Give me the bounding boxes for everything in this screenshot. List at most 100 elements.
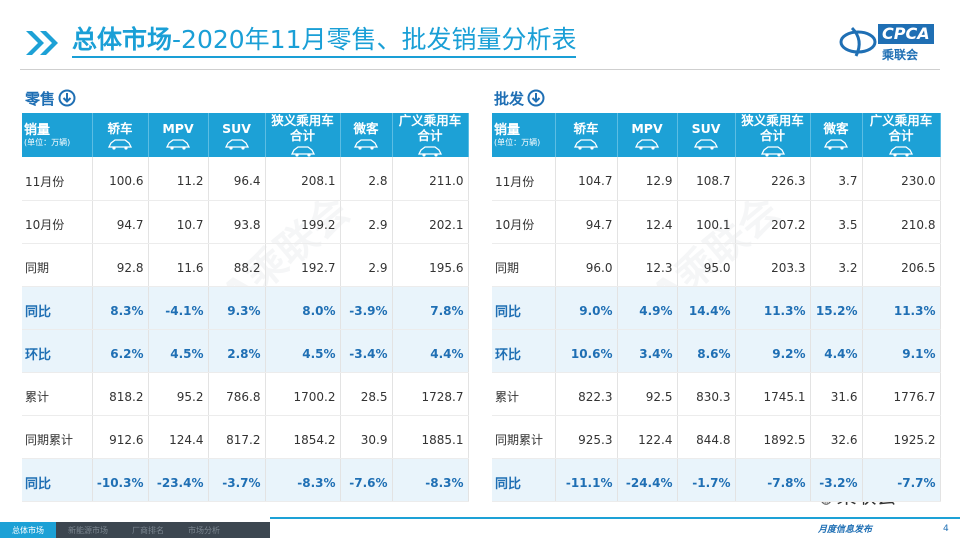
header-row: 销量 (单位：万辆) 轿车 MPV SUV 狭义乘用车合计 微客 广义乘用车合计 <box>22 113 469 157</box>
row-label: 同期 <box>22 243 93 287</box>
tab: 市场分析 <box>188 526 220 535</box>
column-label: 广义乘用车合计 <box>869 113 933 143</box>
column-label: 轿车 <box>573 120 599 136</box>
cell: 822.3 <box>555 372 618 416</box>
column-header: 轿车 <box>92 113 149 157</box>
cell: 6.2% <box>92 329 149 373</box>
cell: 95.2 <box>148 372 209 416</box>
cell: 31.6 <box>810 372 863 416</box>
cell: -8.3% <box>265 458 341 502</box>
footer-line <box>270 517 960 519</box>
cell: -7.8% <box>735 458 811 502</box>
table-row: 同期累计 925.3 122.4 844.8 1892.5 32.6 1925.2 <box>492 415 941 459</box>
cell: 12.9 <box>617 157 678 201</box>
cell: 4.4% <box>392 329 469 373</box>
row-label: 11月份 <box>22 157 93 201</box>
cell: 3.7 <box>810 157 863 201</box>
cell: 1885.1 <box>392 415 469 459</box>
table-row: 累计 818.2 95.2 786.8 1700.2 28.5 1728.7 <box>22 372 469 416</box>
section-label: 零售 <box>25 88 76 109</box>
cell: 207.2 <box>735 200 811 244</box>
row-label: 环比 <box>22 329 93 373</box>
cell: 1776.7 <box>862 372 941 416</box>
unit-label: (单位：万辆) <box>494 137 541 147</box>
row-label: 同期 <box>492 243 556 287</box>
column-header: 微客 <box>810 113 863 157</box>
cell: 203.3 <box>735 243 811 287</box>
cell: 4.4% <box>810 329 863 373</box>
car-icon <box>107 138 133 150</box>
cell: -3.4% <box>340 329 393 373</box>
row-label: 同期累计 <box>492 415 556 459</box>
column-header: 轿车 <box>555 113 618 157</box>
cell: -24.4% <box>617 458 678 502</box>
table-row: 累计 822.3 92.5 830.3 1745.1 31.6 1776.7 <box>492 372 941 416</box>
cell: 92.8 <box>92 243 149 287</box>
table-row: 10月份 94.7 10.7 93.8 199.2 2.9 202.1 <box>22 200 469 244</box>
tab-bar: 总体市场 新能源市场 厂商排名 市场分析 <box>0 522 270 538</box>
cell: 10.6% <box>555 329 618 373</box>
cell: 32.6 <box>810 415 863 459</box>
column-header: 狭义乘用车合计 <box>265 113 341 157</box>
cell: 10.7 <box>148 200 209 244</box>
cell: -3.9% <box>340 286 393 330</box>
cell: 925.3 <box>555 415 618 459</box>
cell: 9.1% <box>862 329 941 373</box>
car-icon <box>224 138 249 150</box>
row-label: 累计 <box>492 372 556 416</box>
cell: 96.0 <box>555 243 618 287</box>
cell: 88.2 <box>208 243 266 287</box>
cell: 11.2 <box>148 157 209 201</box>
cell: 226.3 <box>735 157 811 201</box>
cell: 4.5% <box>148 329 209 373</box>
cell: 1892.5 <box>735 415 811 459</box>
cell: 844.8 <box>677 415 736 459</box>
row-label: 环比 <box>492 329 556 373</box>
cell: 11.3% <box>735 286 811 330</box>
cell: 92.5 <box>617 372 678 416</box>
logo-text: CPCA <box>878 24 934 44</box>
cell: 210.8 <box>862 200 941 244</box>
cell: 1854.2 <box>265 415 341 459</box>
cell: -8.3% <box>392 458 469 502</box>
cell: 30.9 <box>340 415 393 459</box>
cell: 230.0 <box>862 157 941 201</box>
row-label: 10月份 <box>22 200 93 244</box>
table-row: 10月份 94.7 12.4 100.1 207.2 3.5 210.8 <box>492 200 941 244</box>
column-header: 狭义乘用车合计 <box>735 113 811 157</box>
table-row: 同比 -11.1% -24.4% -1.7% -7.8% -3.2% -7.7% <box>492 458 941 502</box>
cell: 1745.1 <box>735 372 811 416</box>
corner-cell: 销量 (单位：万辆) <box>22 113 93 157</box>
section-label: 批发 <box>494 88 545 109</box>
cell: 94.7 <box>555 200 618 244</box>
car-icon <box>165 138 191 150</box>
column-header: MPV <box>148 113 209 157</box>
row-label: 同比 <box>492 458 556 502</box>
column-label: 微客 <box>353 120 379 136</box>
tab: 新能源市场 <box>68 526 108 535</box>
down-icon <box>58 89 76 107</box>
row-label: 同比 <box>22 458 93 502</box>
table-row: 同比 9.0% 4.9% 14.4% 11.3% 15.2% 11.3% <box>492 286 941 330</box>
cell: 3.2 <box>810 243 863 287</box>
header-row: 销量 (单位：万辆) 轿车 MPV SUV 狭义乘用车合计 微客 广义乘用车合计 <box>492 113 941 157</box>
cell: 4.5% <box>265 329 341 373</box>
cell: 94.7 <box>92 200 149 244</box>
unit-label: (单位：万辆) <box>24 137 71 147</box>
column-header: 微客 <box>340 113 393 157</box>
cell: 7.8% <box>392 286 469 330</box>
table-row: 11月份 100.6 11.2 96.4 208.1 2.8 211.0 <box>22 157 469 201</box>
cell: 2.8% <box>208 329 266 373</box>
cell: 912.6 <box>92 415 149 459</box>
section-text: 批发 <box>494 90 525 108</box>
cell: 28.5 <box>340 372 393 416</box>
cell: 3.5 <box>810 200 863 244</box>
cell: -11.1% <box>555 458 618 502</box>
car-icon <box>823 138 849 150</box>
cell: 108.7 <box>677 157 736 201</box>
down-icon <box>527 89 545 107</box>
cell: 2.9 <box>340 243 393 287</box>
page-number: 4 <box>943 524 949 534</box>
car-icon <box>693 138 719 150</box>
column-header: SUV <box>208 113 266 157</box>
